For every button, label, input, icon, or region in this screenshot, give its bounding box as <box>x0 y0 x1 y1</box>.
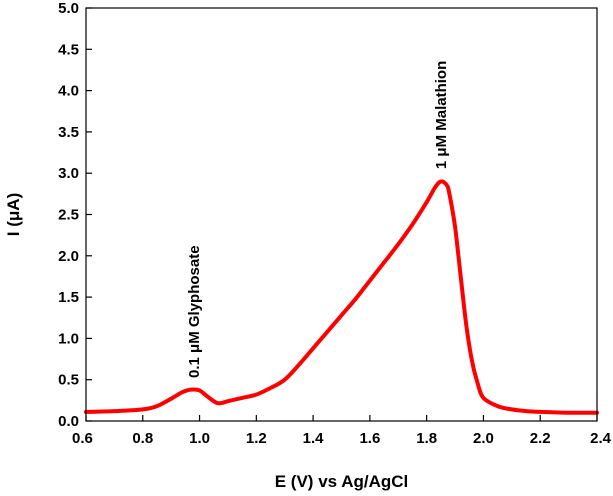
y-tick-label: 4.0 <box>58 83 79 100</box>
annotation-glyphosate: 0.1 μM Glyphosate <box>186 245 203 378</box>
y-tick-label: 3.0 <box>58 165 79 182</box>
series-line-dpv-response <box>84 179 599 415</box>
x-tick-label: 0.8 <box>132 430 153 447</box>
y-tick-label: 1.0 <box>58 330 79 347</box>
y-tick-label: 4.5 <box>58 41 79 58</box>
plot-frame <box>85 7 598 422</box>
y-tick-label: 3.5 <box>58 124 79 141</box>
y-tick-label: 1.5 <box>58 289 79 306</box>
y-axis-title: I (μA) <box>4 193 23 236</box>
x-tick-label: 1.2 <box>246 430 267 447</box>
x-tick-label: 1.8 <box>416 430 437 447</box>
x-tick-label: 1.0 <box>189 430 210 447</box>
y-tick-label: 0.0 <box>58 413 79 430</box>
x-tick-label: 2.0 <box>473 430 494 447</box>
y-axis-ticks: 0.0 0.5 1.0 1.5 2.0 2.5 3.0 3.5 4.0 4.5 5.0 <box>58 0 92 430</box>
x-tick-label: 1.6 <box>359 430 380 447</box>
x-axis-ticks: 0.6 0.8 1.0 1.2 1.4 1.6 1.8 2.0 2.2 2.4 <box>72 415 612 447</box>
y-tick-label: 2.5 <box>58 207 79 224</box>
x-tick-label: 0.6 <box>72 430 93 447</box>
y-tick-label: 5.0 <box>58 0 79 17</box>
x-tick-label: 2.2 <box>530 430 551 447</box>
y-tick-label: 0.5 <box>58 372 79 389</box>
x-tick-label: 1.4 <box>303 430 325 447</box>
annotation-malathion: 1 μM Malathion <box>433 61 450 169</box>
x-tick-label: 2.4 <box>590 430 612 447</box>
x-axis-title: E (V) vs Ag/AgCl <box>275 472 409 491</box>
y-tick-label: 2.0 <box>58 248 79 265</box>
